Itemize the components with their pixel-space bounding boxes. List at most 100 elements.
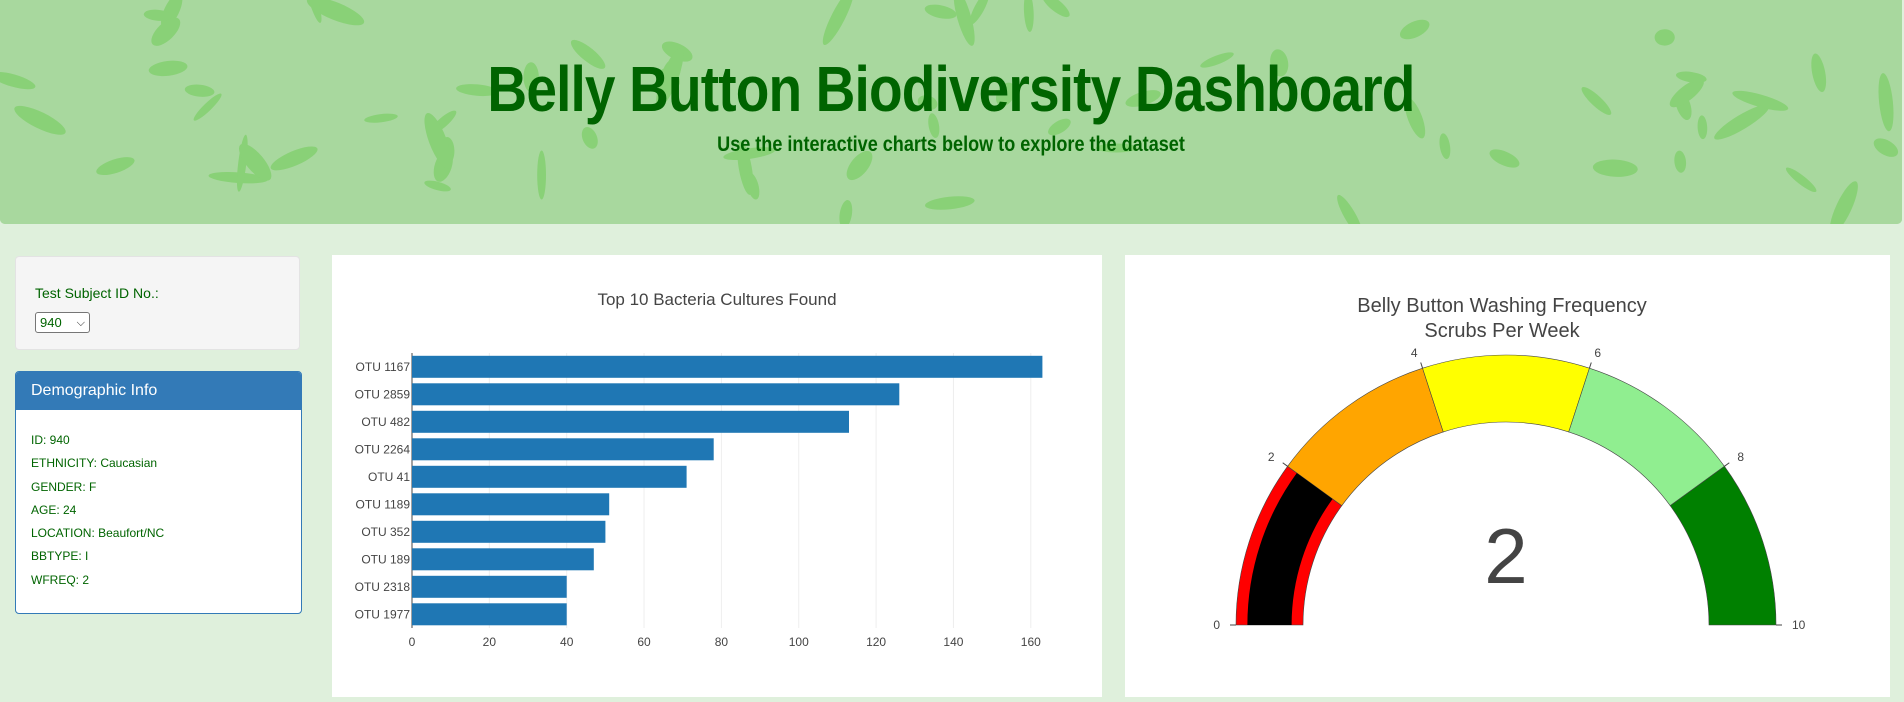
bacteria-blob [523, 62, 539, 93]
bacteria-blob [424, 112, 452, 169]
bacteria-blob [839, 200, 853, 224]
bar-category-label: OTU 1189 [356, 497, 411, 511]
bacteria-blob [1048, 118, 1071, 136]
bar-x-tick-label: 20 [483, 635, 497, 649]
gauge-step [1422, 354, 1590, 433]
bacteria-blob [1439, 133, 1451, 160]
gauge-tick-label: 0 [1213, 618, 1220, 632]
bar[interactable] [412, 520, 606, 543]
bacteria-blob [96, 157, 135, 176]
bacteria-blob [1714, 104, 1770, 140]
bacteria-blob [1878, 73, 1894, 132]
demographic-panel-heading: Demographic Info [16, 372, 301, 410]
bacteria-blob [1125, 90, 1161, 107]
bar[interactable] [412, 383, 900, 406]
bar[interactable] [412, 548, 594, 571]
bar-x-tick-label: 100 [789, 635, 809, 649]
demo-bbtype: BBTYPE: I [31, 549, 89, 564]
bacteria-blob [306, 0, 365, 26]
bar[interactable] [412, 575, 567, 598]
bacteria-blob [1200, 52, 1234, 68]
bar[interactable] [412, 410, 849, 433]
bacteria-blob [1873, 138, 1899, 157]
bacteria-blob [723, 147, 776, 160]
bacteria-blob [953, 0, 975, 46]
bacteria-blob [305, 0, 322, 23]
gauge-tick-label: 4 [1411, 346, 1418, 360]
gauge-title: Belly Button Washing Frequency [1357, 295, 1646, 317]
bacteria-blob [1489, 149, 1520, 168]
bar-category-label: OTU 41 [368, 470, 410, 484]
bacteria-blob [270, 146, 318, 171]
bacteria-blob [456, 84, 499, 97]
gauge-tick-label: 6 [1594, 346, 1601, 360]
bacteria-blob [746, 172, 760, 200]
gauge-tick-label: 8 [1737, 450, 1744, 464]
subject-id-selected-value: 940 [40, 315, 62, 330]
bacteria-blob [537, 150, 546, 200]
bacteria-blob [1654, 29, 1675, 46]
bacteria-blob [193, 93, 222, 121]
bacteria-blob [581, 127, 598, 149]
page-subtitle: Use the interactive charts below to expl… [717, 133, 1185, 156]
gauge-subtitle: Scrubs Per Week [1424, 320, 1580, 342]
bacteria-blob [1785, 167, 1817, 193]
bar-category-label: OTU 189 [361, 552, 410, 566]
bar-chart-card: Top 10 Bacteria Cultures Found OTU 1167 O… [332, 255, 1102, 697]
demo-gender: GENDER: F [31, 479, 97, 494]
demo-wfreq: WFREQ: 2 [31, 572, 90, 587]
bacteria-blob [1399, 19, 1430, 40]
bacteria-blob [1811, 53, 1827, 93]
bacteria-blob [846, 150, 873, 181]
bacteria-blob [925, 196, 975, 210]
demo-location: LOCATION: Beaufort/NC [31, 526, 165, 541]
bacteria-blob [1669, 78, 1704, 108]
bar-chart[interactable]: Top 10 Bacteria Cultures Found OTU 1167 O… [332, 255, 1102, 697]
bacteria-blob [1697, 115, 1708, 140]
demographic-panel: Demographic Info ID: 940 ETHNICITY: Cauc… [15, 371, 302, 614]
gauge-tick-label: 10 [1792, 618, 1806, 632]
bacteria-blob [1270, 49, 1289, 77]
bar-category-label: OTU 2859 [355, 387, 411, 401]
bar-x-tick-label: 0 [409, 635, 416, 649]
bar[interactable] [412, 438, 714, 461]
bacteria-background-image [0, 0, 1902, 224]
bacteria-blob [0, 71, 36, 90]
subject-id-label: Test Subject ID No.: [35, 285, 159, 301]
bacteria-blob [143, 9, 172, 21]
gauge-chart[interactable]: Belly Button Washing Frequency Scrubs Pe… [1125, 255, 1890, 697]
bacteria-blob [1592, 159, 1638, 177]
bar[interactable] [412, 603, 567, 626]
bar[interactable] [412, 493, 610, 516]
bacteria-blob [1675, 71, 1707, 83]
bar-x-tick-label: 40 [560, 635, 574, 649]
gauge-value-bar [1247, 472, 1333, 625]
bacteria-blob [1829, 181, 1858, 224]
bacteria-blob [917, 95, 938, 111]
bacteria-blob [822, 0, 854, 46]
bacteria-blob [239, 143, 272, 181]
bar[interactable] [412, 465, 687, 488]
demo-ethnicity: ETHNICITY: Caucasian [31, 456, 158, 471]
bacteria-blob [1674, 150, 1687, 173]
bar-x-tick-label: 160 [1021, 635, 1041, 649]
bar-x-tick-label: 120 [866, 635, 886, 649]
bar-category-label: OTU 482 [361, 415, 410, 429]
gauge-tick-mark [1588, 362, 1592, 369]
demographic-panel-body: ID: 940 ETHNICITY: Caucasian GENDER: F A… [16, 410, 301, 613]
bar-x-tick-label: 60 [637, 635, 651, 649]
gauge-value: 2 [1484, 512, 1527, 600]
bacteria-blob [1042, 0, 1070, 18]
demo-id: ID: 940 [31, 433, 70, 447]
gauge-tick-mark [1282, 462, 1288, 467]
bacteria-blob [148, 60, 188, 77]
bar[interactable] [412, 355, 1043, 378]
header-banner: Belly Button Biodiversity Dashboard Use … [0, 0, 1902, 224]
bacteria-blob [924, 4, 957, 19]
bacteria-blob [1023, 0, 1034, 32]
bar-chart-title: Top 10 Bacteria Cultures Found [597, 290, 836, 309]
subject-id-select[interactable]: 940 ⌵ [35, 312, 90, 333]
gauge-tick-label: 2 [1268, 450, 1275, 464]
bacteria-blob [424, 180, 451, 192]
bacteria-blob [969, 0, 990, 25]
